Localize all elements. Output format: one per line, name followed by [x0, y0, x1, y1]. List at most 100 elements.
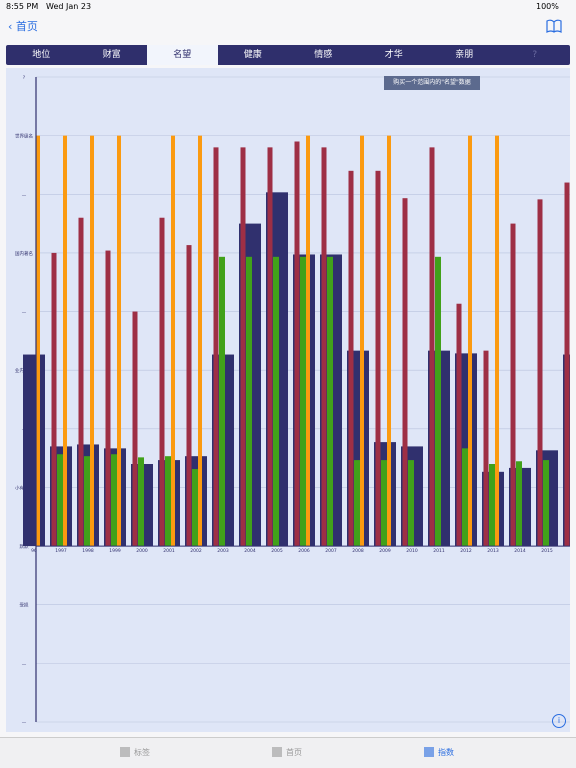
- x-tick-label: 2015: [541, 548, 553, 554]
- bar: [267, 147, 273, 547]
- bottom-bar: 标签 首页 指数: [0, 737, 576, 768]
- bar: [462, 448, 468, 547]
- tab[interactable]: ?: [532, 50, 538, 60]
- bar: [354, 460, 360, 547]
- nav-bar: ‹ 首页: [0, 14, 576, 42]
- tab-icon: [120, 747, 130, 757]
- bar: [90, 135, 94, 547]
- tab-label: 标签: [134, 748, 150, 757]
- bar: [213, 147, 219, 547]
- bottom-tab[interactable]: 标签: [120, 747, 150, 758]
- tab[interactable]: 亲朋: [455, 50, 474, 60]
- x-tick-label: 96: [31, 548, 37, 554]
- bar: [23, 354, 45, 547]
- bar: [219, 256, 225, 547]
- tab-label: 指数: [438, 748, 454, 757]
- x-tick-label: 2009: [379, 548, 391, 554]
- bar: [300, 256, 306, 547]
- book-icon[interactable]: [546, 19, 562, 33]
- y-tick-label: —: [22, 721, 27, 726]
- bar: [51, 252, 57, 547]
- bar: [468, 135, 472, 547]
- date: Wed Jan 23: [46, 2, 92, 11]
- tab[interactable]: 才华: [384, 50, 403, 60]
- bar: [348, 170, 354, 547]
- x-tick-label: 2002: [190, 548, 202, 554]
- chart: ——受损默默小有名气—业内著名—国内著名—世界级名?96199719981999…: [6, 68, 570, 732]
- x-tick-label: 2007: [325, 548, 337, 554]
- bar: [111, 454, 117, 547]
- bar: [564, 182, 570, 547]
- bar: [117, 135, 121, 547]
- tab[interactable]: 地位: [32, 50, 51, 60]
- bars: [23, 135, 570, 547]
- x-tick-label: 2011: [433, 548, 445, 554]
- battery: 100%: [536, 2, 559, 11]
- bar: [240, 147, 246, 547]
- bar: [381, 460, 387, 547]
- bottom-tab[interactable]: 首页: [272, 747, 302, 758]
- bar: [186, 245, 192, 547]
- tooltip[interactable]: 购买一个范围内的"名望"数据: [384, 76, 480, 90]
- x-tick-label: 2014: [514, 548, 526, 554]
- bar: [36, 135, 40, 547]
- bar: [543, 460, 549, 547]
- y-tick-label: 默默: [20, 543, 29, 550]
- x-tick-label: 2013: [487, 548, 499, 554]
- y-tick-label: —: [22, 662, 27, 667]
- x-tick-label: 2003: [217, 548, 229, 554]
- bar: [63, 135, 67, 547]
- bottom-tab[interactable]: 指数: [424, 747, 454, 758]
- bar: [84, 456, 90, 547]
- bar: [273, 256, 279, 547]
- y-tick-label: —: [22, 311, 27, 316]
- bar: [456, 303, 462, 547]
- x-tick-label: 1998: [82, 548, 94, 554]
- tab[interactable]: 健康: [243, 50, 262, 60]
- bar: [537, 199, 543, 547]
- bar: [294, 141, 300, 547]
- bar: [159, 217, 165, 547]
- bar: [57, 454, 63, 547]
- back-button[interactable]: ‹ 首页: [8, 20, 38, 33]
- bar: [495, 135, 499, 547]
- status-bar: 8:55 PM Wed Jan 23 100%: [0, 0, 576, 14]
- x-tick-label: 2012: [460, 548, 472, 554]
- bar: [516, 461, 522, 547]
- tab-icon: [272, 747, 282, 757]
- bar: [360, 135, 364, 547]
- tab-bar: 地位 财富 名望 健康 情感 才华 亲朋?: [6, 45, 570, 65]
- bar: [435, 256, 441, 547]
- tab-label: 首页: [286, 748, 302, 757]
- y-tick-label: —: [22, 193, 27, 198]
- bar: [306, 135, 310, 547]
- bar: [78, 217, 84, 547]
- bar: [192, 469, 198, 547]
- bar: [165, 456, 171, 547]
- x-tick-label: 2008: [352, 548, 364, 554]
- x-tick-label: 1999: [109, 548, 121, 554]
- tab-icon: [424, 747, 434, 757]
- bar: [321, 147, 327, 547]
- tab[interactable]: 名望: [147, 45, 218, 65]
- x-tick-label: 2010: [406, 548, 418, 554]
- bar: [198, 135, 202, 547]
- bar: [138, 457, 144, 547]
- bar: [246, 256, 252, 547]
- bar: [105, 250, 111, 547]
- x-tick-label: 2001: [163, 548, 175, 554]
- bar: [429, 147, 435, 547]
- bar: [510, 223, 516, 547]
- bar: [132, 311, 138, 547]
- x-tick-label: 1997: [55, 548, 67, 554]
- tab[interactable]: 情感: [314, 50, 333, 60]
- x-tick-label: 2000: [136, 548, 148, 554]
- x-tick-label: 2006: [298, 548, 310, 554]
- bar: [483, 350, 489, 547]
- bar: [402, 198, 408, 547]
- tab[interactable]: 财富: [102, 50, 121, 60]
- info-button[interactable]: i: [552, 714, 566, 728]
- back-label[interactable]: 首页: [15, 20, 38, 33]
